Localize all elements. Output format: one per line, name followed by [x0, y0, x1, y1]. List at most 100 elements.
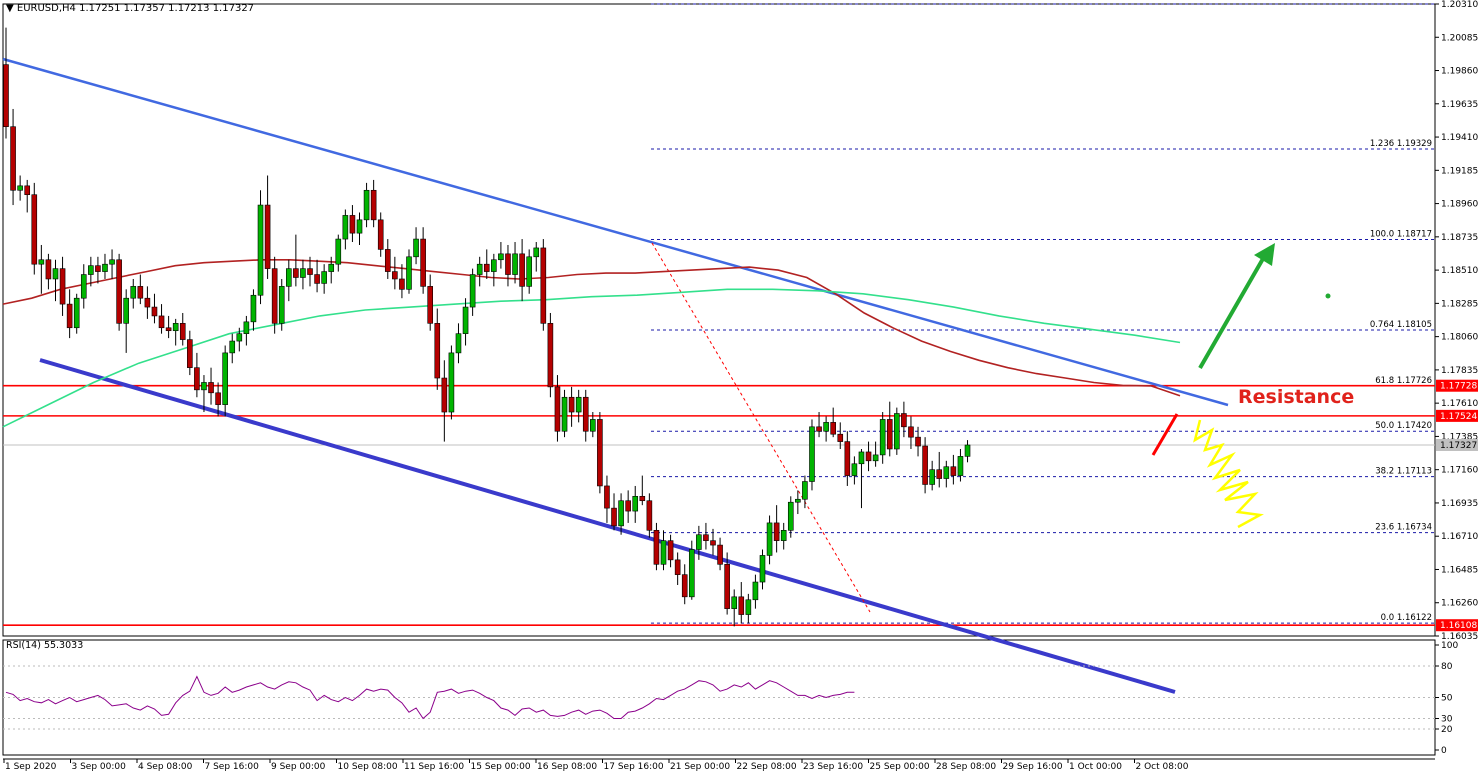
price-tick-label: 1.18285 — [1441, 299, 1478, 309]
bullish-arrow-head — [1254, 243, 1275, 266]
candle-body — [717, 544, 723, 565]
candle-body — [519, 253, 525, 287]
price-tick-label: 1.19410 — [1441, 133, 1478, 143]
time-tick-label: 28 Sep 08:00 — [936, 762, 996, 772]
candle-body — [469, 274, 476, 308]
candle-body — [236, 333, 243, 342]
candle-body — [462, 306, 469, 334]
marked-price-badge — [1436, 379, 1478, 392]
time-tick-label: 21 Sep 00:00 — [670, 762, 730, 772]
descending-trend-line — [2, 57, 1229, 407]
candle-body — [858, 451, 865, 465]
price-tick-label: 1.16035 — [1441, 632, 1478, 642]
candle-body — [780, 529, 787, 541]
candle-body — [943, 466, 950, 479]
candle-body — [696, 534, 702, 550]
candle-body — [264, 204, 271, 269]
price-tick-label: 1.17160 — [1441, 466, 1478, 476]
price-tick-label: 1.18735 — [1441, 233, 1478, 243]
candle-body — [80, 274, 87, 299]
candle-body — [38, 259, 45, 265]
time-tick-label: 1 Oct 00:00 — [1069, 762, 1122, 772]
candle-body — [724, 563, 730, 609]
candle-body — [554, 386, 561, 432]
candle-body — [144, 297, 151, 308]
candle-body — [830, 422, 836, 435]
candle-body — [865, 451, 872, 462]
candle-body — [575, 396, 582, 413]
candle-body — [165, 327, 172, 332]
candle-body — [222, 352, 228, 405]
candle-body — [448, 352, 455, 413]
candle-body — [271, 268, 278, 324]
candle-body — [526, 256, 532, 287]
price-tick-label: 1.16260 — [1441, 599, 1478, 609]
candle-body — [420, 238, 426, 287]
candle-body — [886, 419, 893, 450]
marked-price-badge — [1436, 619, 1478, 632]
time-tick-label: 4 Sep 08:00 — [138, 762, 193, 772]
candle-body — [901, 413, 907, 428]
descending-channel-line — [39, 358, 1176, 694]
time-tick-label: 16 Sep 08:00 — [537, 762, 597, 772]
candle-body — [922, 445, 928, 485]
candle-body — [427, 286, 434, 324]
rsi-tick-label: 30 — [1441, 715, 1453, 725]
candle-body — [321, 271, 327, 284]
candle-body — [915, 436, 921, 447]
candle-body — [455, 333, 462, 354]
yellow-scribble — [1193, 419, 1264, 529]
candle-body — [257, 204, 264, 296]
candle-body — [597, 419, 603, 487]
red-mark-line — [1151, 413, 1179, 456]
candle-body — [568, 396, 575, 413]
fib-level-label: 100.0 1.18717 — [1370, 230, 1432, 240]
price-tick-label: 1.17610 — [1441, 399, 1478, 409]
candle-body — [639, 495, 646, 502]
candle-body — [787, 501, 794, 531]
candle-body — [413, 238, 419, 258]
time-tick-label: 9 Sep 00:00 — [271, 762, 326, 772]
price-tick-label: 1.17385 — [1441, 432, 1478, 442]
candle-body — [151, 306, 158, 317]
price-tick-label: 1.19635 — [1441, 100, 1478, 110]
candle-body — [384, 249, 391, 272]
candle-body — [950, 466, 957, 476]
candle-body — [766, 522, 773, 556]
candle-body — [936, 469, 943, 479]
time-tick-label: 17 Sep 16:00 — [604, 762, 664, 772]
candle-body — [250, 294, 257, 323]
fib-level-label: 50.0 1.17420 — [1375, 421, 1432, 431]
time-tick-label: 22 Sep 08:00 — [737, 762, 797, 772]
candle-body — [908, 426, 914, 438]
candle-body — [349, 215, 356, 234]
candle-body — [582, 396, 589, 432]
candle-body — [73, 297, 80, 329]
candle-body — [137, 286, 144, 299]
current-price-badge — [1436, 438, 1478, 451]
candle-body — [307, 268, 313, 275]
fib-level-label: 0.764 1.18105 — [1370, 320, 1432, 330]
bullish-arrow-line — [1198, 249, 1270, 369]
candle-body — [759, 555, 766, 583]
price-tick-label: 1.17835 — [1441, 366, 1478, 376]
candle-body — [618, 500, 624, 527]
candle-body — [300, 268, 306, 278]
current-price-label: 1.17327 — [1440, 441, 1477, 451]
candle-body — [688, 549, 695, 598]
rsi-tick-label: 100 — [1441, 641, 1458, 651]
candle-body — [208, 382, 214, 394]
moving-average-red — [2, 259, 1181, 397]
candle-body — [406, 256, 412, 290]
rsi-tick-label: 50 — [1441, 694, 1453, 704]
price-tick-label: 1.20085 — [1441, 33, 1478, 43]
rsi-line — [5, 675, 855, 720]
candle-body — [179, 323, 186, 340]
candle-body — [710, 540, 716, 546]
time-tick-label: 2 Oct 08:00 — [1136, 762, 1189, 772]
candle-body — [356, 219, 363, 234]
candle-body — [123, 297, 129, 324]
candle-body — [483, 263, 490, 272]
candle-body — [434, 323, 441, 379]
candle-body — [879, 419, 886, 456]
